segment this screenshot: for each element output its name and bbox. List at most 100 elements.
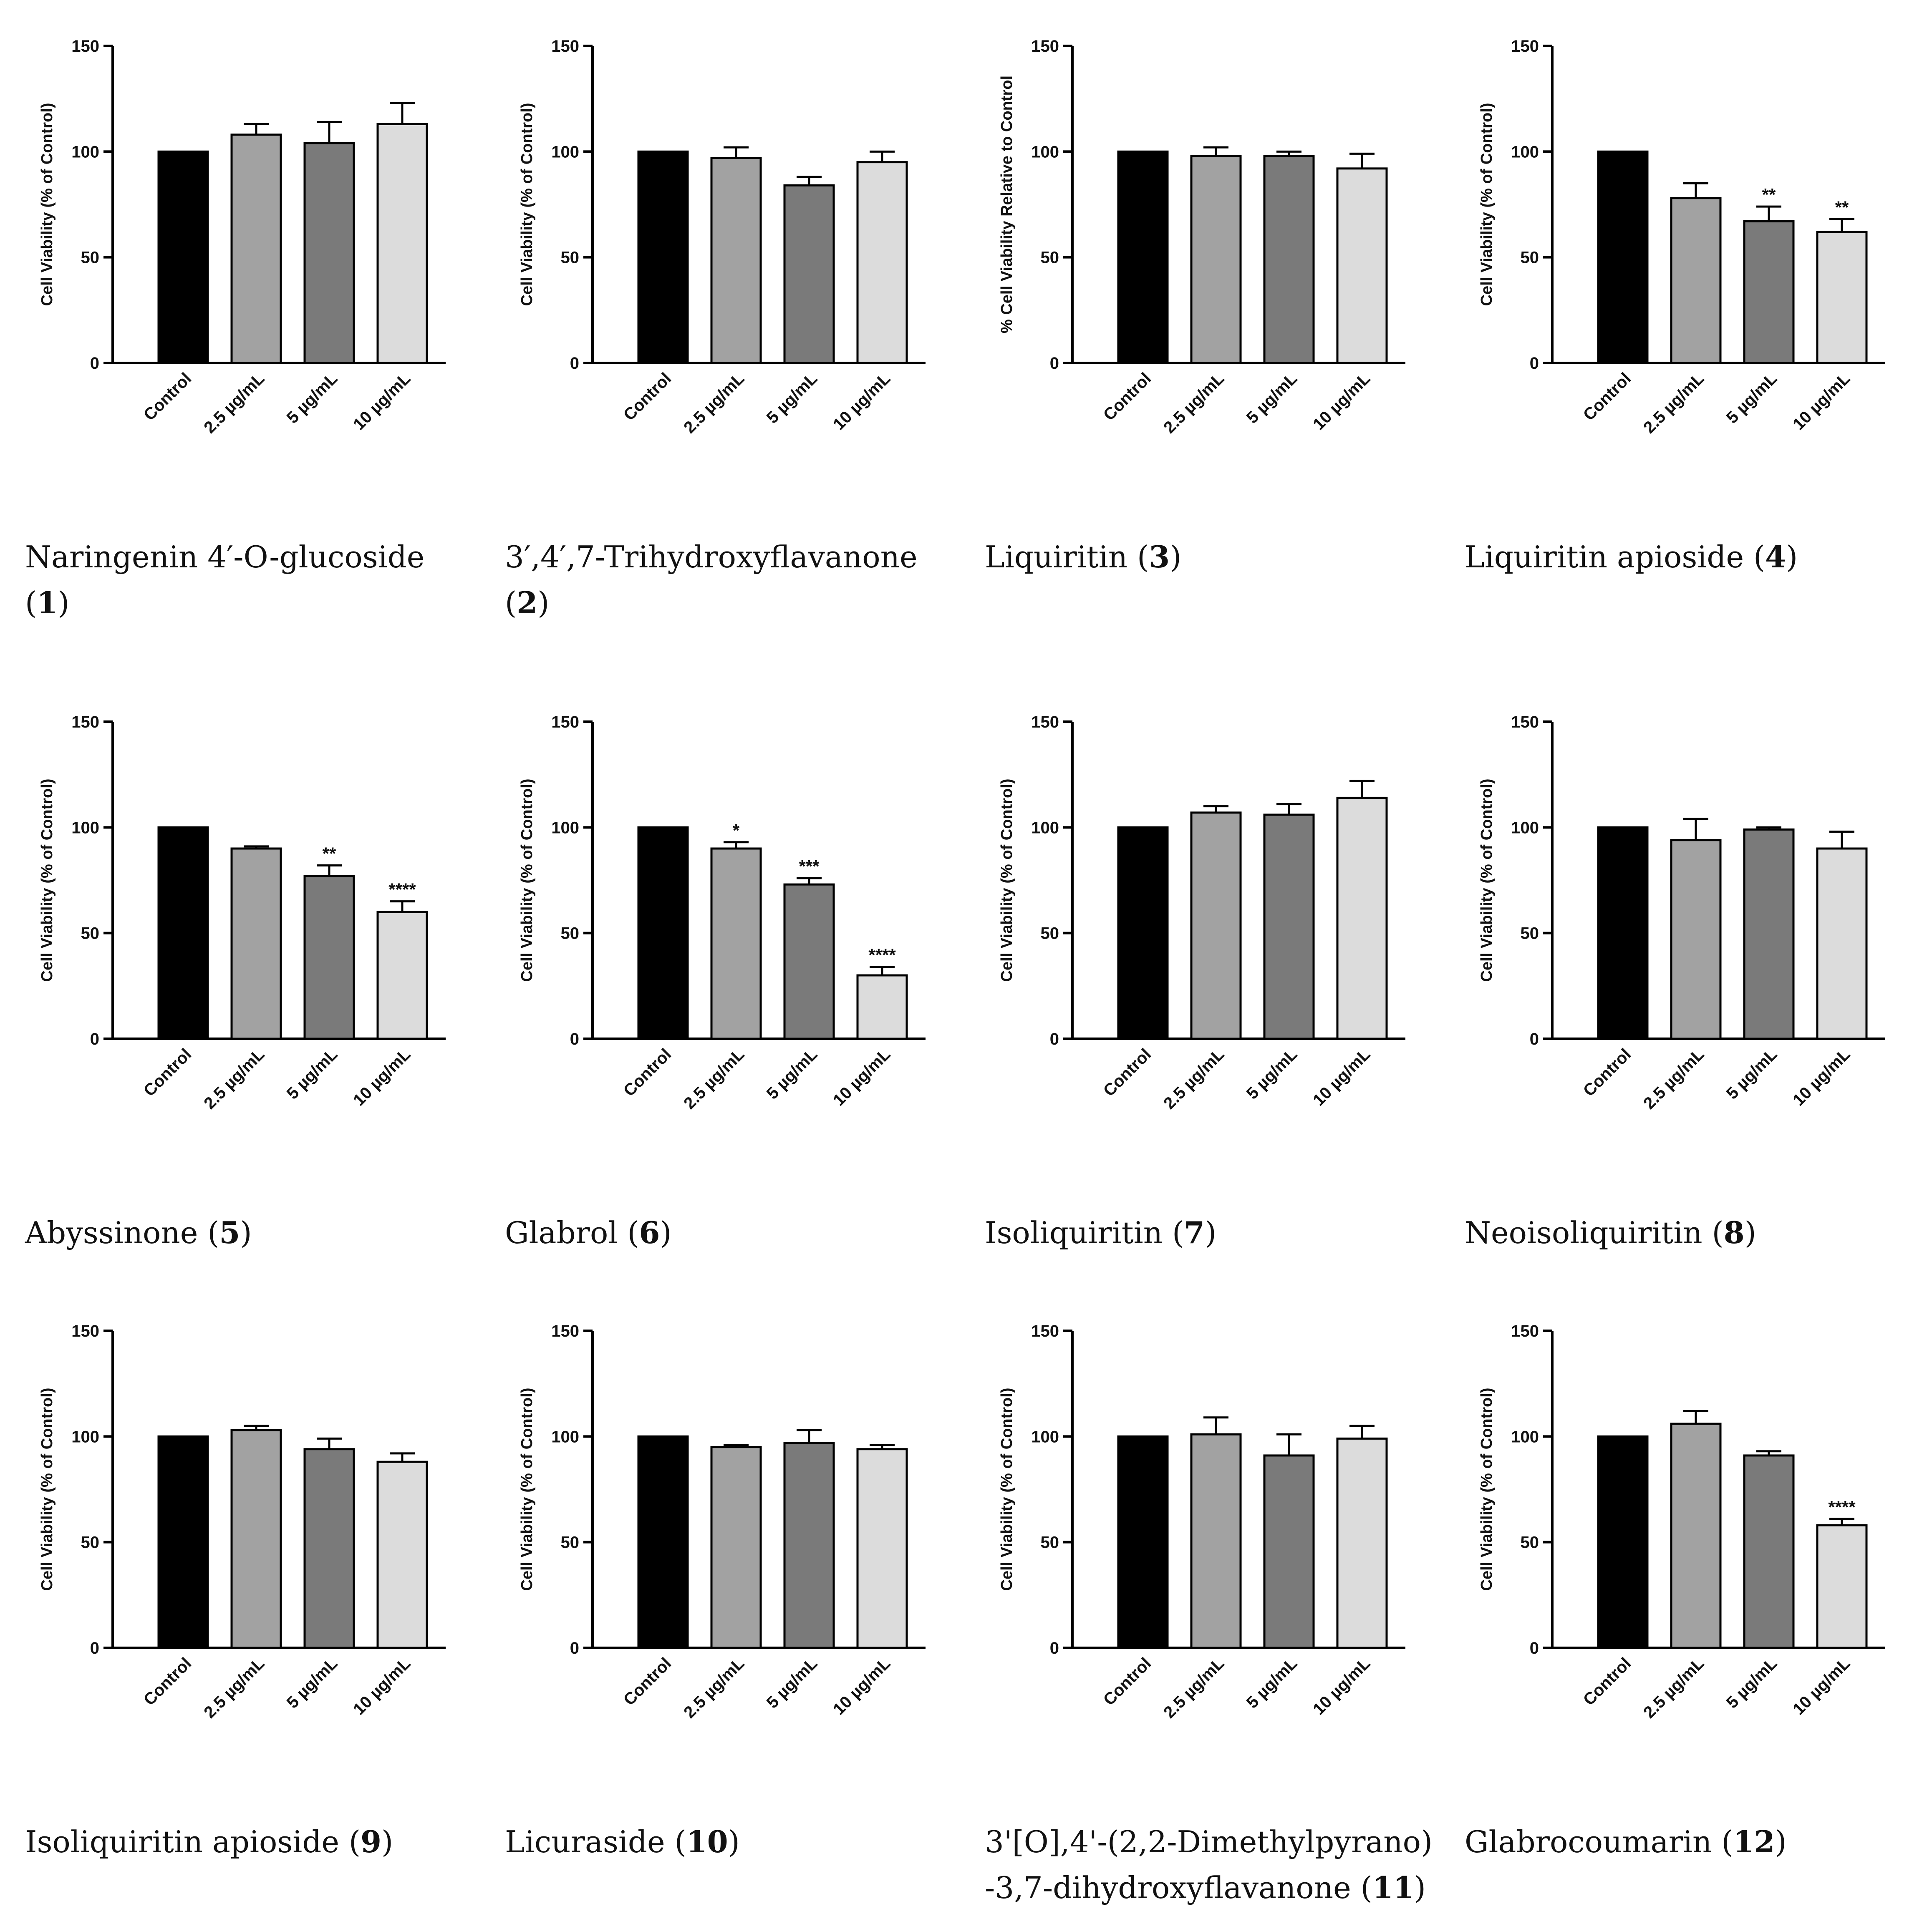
bar-chart: 0 50 100 150 Cell Viability (% of Control) Co…: [985, 1322, 1433, 1905]
y-tick-label: 150: [1511, 37, 1539, 55]
chart-caption: Isoliquiritin (7): [985, 1215, 1216, 1250]
x-tick-label: 5 µg/mL: [763, 369, 821, 427]
y-tick-label: 0: [90, 354, 99, 373]
bar: [1597, 150, 1649, 364]
x-tick-label: 10 µg/mL: [1309, 1654, 1374, 1718]
y-tick-label: 50: [561, 924, 580, 943]
x-tick-label: 5 µg/mL: [1243, 1045, 1301, 1103]
bar: [1336, 1437, 1388, 1649]
y-axis-label: Cell Viability (% of Control): [998, 779, 1016, 982]
chart-caption: Liquiritin apioside (4): [1465, 539, 1798, 574]
bar-chart: 0 50 100 150 Cell Viability (% of Control) Co…: [1465, 713, 1885, 1250]
bar: [230, 1429, 282, 1649]
x-tick-label: 2.5 µg/mL: [1640, 369, 1708, 437]
bar: [230, 847, 282, 1040]
y-axis-label: Cell Viability (% of Control): [38, 779, 56, 982]
bar: [230, 133, 282, 364]
chart-caption: Glabrocoumarin (12): [1465, 1824, 1787, 1859]
y-tick-label: 100: [1511, 143, 1539, 161]
x-tick-label: Control: [140, 369, 195, 424]
chart-caption: Naringenin 4′-O-glucoside (1): [25, 539, 424, 620]
bar: [1117, 826, 1169, 1040]
y-tick-label: 0: [570, 1639, 579, 1657]
x-tick-label: Control: [1100, 1045, 1155, 1100]
y-axis-label: Cell Viability (% of Control): [518, 1388, 536, 1591]
x-tick-label: Control: [620, 1045, 675, 1100]
chart-caption: Liquiritin (3): [985, 539, 1181, 574]
chart-panel: 0 50 100 150 Cell Viability (% of Control) Co…: [17, 25, 488, 634]
y-tick-label: 100: [71, 818, 99, 837]
y-tick-label: 150: [551, 37, 579, 55]
x-tick-label: 2.5 µg/mL: [1160, 369, 1228, 437]
y-axis-label: Cell Viability (% of Control): [38, 1388, 56, 1591]
x-tick-label: 10 µg/mL: [1309, 369, 1374, 433]
bar-chart: 0 50 100 150 Cell Viability (% of Control) Co…: [985, 713, 1405, 1250]
x-tick-label: 10 µg/mL: [350, 1654, 414, 1718]
x-tick-label: 2.5 µg/mL: [200, 1045, 268, 1113]
y-tick-label: 150: [71, 1322, 99, 1340]
bar: [1816, 847, 1868, 1040]
y-tick-label: 150: [71, 37, 99, 55]
y-tick-label: 0: [90, 1639, 99, 1657]
y-tick-label: 150: [71, 713, 99, 731]
x-tick-label: 2.5 µg/mL: [680, 1654, 748, 1722]
y-tick-label: 100: [1031, 818, 1059, 837]
chart-panel: 0 50 100 150 % Cell Viability Relative to Co…: [976, 25, 1448, 634]
bar: [376, 911, 428, 1040]
y-tick-label: 50: [81, 1534, 100, 1552]
x-tick-label: 2.5 µg/mL: [1640, 1654, 1708, 1722]
x-tick-label: Control: [1100, 1654, 1155, 1709]
chart-caption: Licuraside (10): [505, 1824, 740, 1859]
x-tick-label: 5 µg/mL: [763, 1045, 821, 1103]
bar: [157, 826, 209, 1040]
y-axis-label: Cell Viability (% of Control): [998, 1388, 1016, 1591]
y-tick-label: 100: [1511, 1428, 1539, 1446]
x-tick-label: Control: [620, 1654, 675, 1709]
bar: [637, 1435, 689, 1649]
bar: [783, 1442, 835, 1649]
bar: [856, 1448, 908, 1649]
x-tick-label: 2.5 µg/mL: [1160, 1654, 1228, 1722]
y-tick-label: 0: [90, 1030, 99, 1048]
x-tick-label: 10 µg/mL: [1789, 1654, 1854, 1718]
y-axis-label: Cell Viability (% of Control): [518, 103, 536, 306]
bar: [783, 184, 835, 364]
significance-label: ****: [388, 880, 416, 899]
x-tick-label: 10 µg/mL: [1789, 1045, 1854, 1109]
chart-panel: 0 50 100 150 Cell Viability (% of Control) Co…: [1456, 701, 1928, 1310]
bar: [1117, 1435, 1169, 1649]
bar: [1117, 150, 1169, 364]
x-tick-label: 10 µg/mL: [830, 369, 894, 433]
y-axis-label: Cell Viability (% of Control): [1478, 1388, 1496, 1591]
y-tick-label: 50: [1521, 249, 1539, 267]
chart-panel: 0 50 100 150 Cell Viability (% of Control) Co…: [497, 1310, 968, 1919]
chart-panel: 0 50 100 150 Cell Viability (% of Control) Co…: [497, 701, 968, 1310]
chart-panel: 0 50 100 150 Cell Viability (% of Control) Co…: [497, 25, 968, 634]
y-tick-label: 100: [1031, 143, 1059, 161]
bar: [1336, 796, 1388, 1040]
bar: [303, 875, 355, 1040]
chart-panel: 0 50 100 150 Cell Viability (% of Control) Co…: [17, 1310, 488, 1919]
bar: [856, 974, 908, 1040]
y-tick-label: 150: [1031, 713, 1059, 731]
x-tick-label: 10 µg/mL: [350, 369, 414, 433]
y-axis-label: Cell Viability (% of Control): [38, 103, 56, 306]
x-tick-label: Control: [1580, 369, 1635, 424]
y-tick-label: 150: [1031, 1322, 1059, 1340]
x-tick-label: 5 µg/mL: [1723, 1045, 1781, 1103]
bar-chart: 0 50 100 150 Cell Viability (% of Control) Co…: [505, 713, 926, 1250]
x-tick-label: 5 µg/mL: [1723, 1654, 1781, 1712]
bar-chart: 0 50 100 150 Cell Viability (% of Control) Co…: [505, 1322, 926, 1859]
significance-label: **: [1835, 197, 1849, 217]
y-axis-label: Cell Viability (% of Control): [518, 779, 536, 982]
x-tick-label: 10 µg/mL: [1309, 1045, 1374, 1109]
x-tick-label: 10 µg/mL: [830, 1045, 894, 1109]
bar: [1597, 1435, 1649, 1649]
chart-caption: 3'[O],4'-(2,2-Dimethylpyrano) -3,7-dihydr…: [985, 1824, 1433, 1905]
bar: [303, 142, 355, 364]
y-tick-label: 150: [551, 713, 579, 731]
y-tick-label: 0: [570, 354, 579, 373]
chart-caption: Isoliquiritin apioside (9): [25, 1824, 393, 1859]
y-tick-label: 50: [1041, 249, 1059, 267]
bar-chart: 0 50 100 150 Cell Viability (% of Control) Co…: [25, 713, 446, 1250]
